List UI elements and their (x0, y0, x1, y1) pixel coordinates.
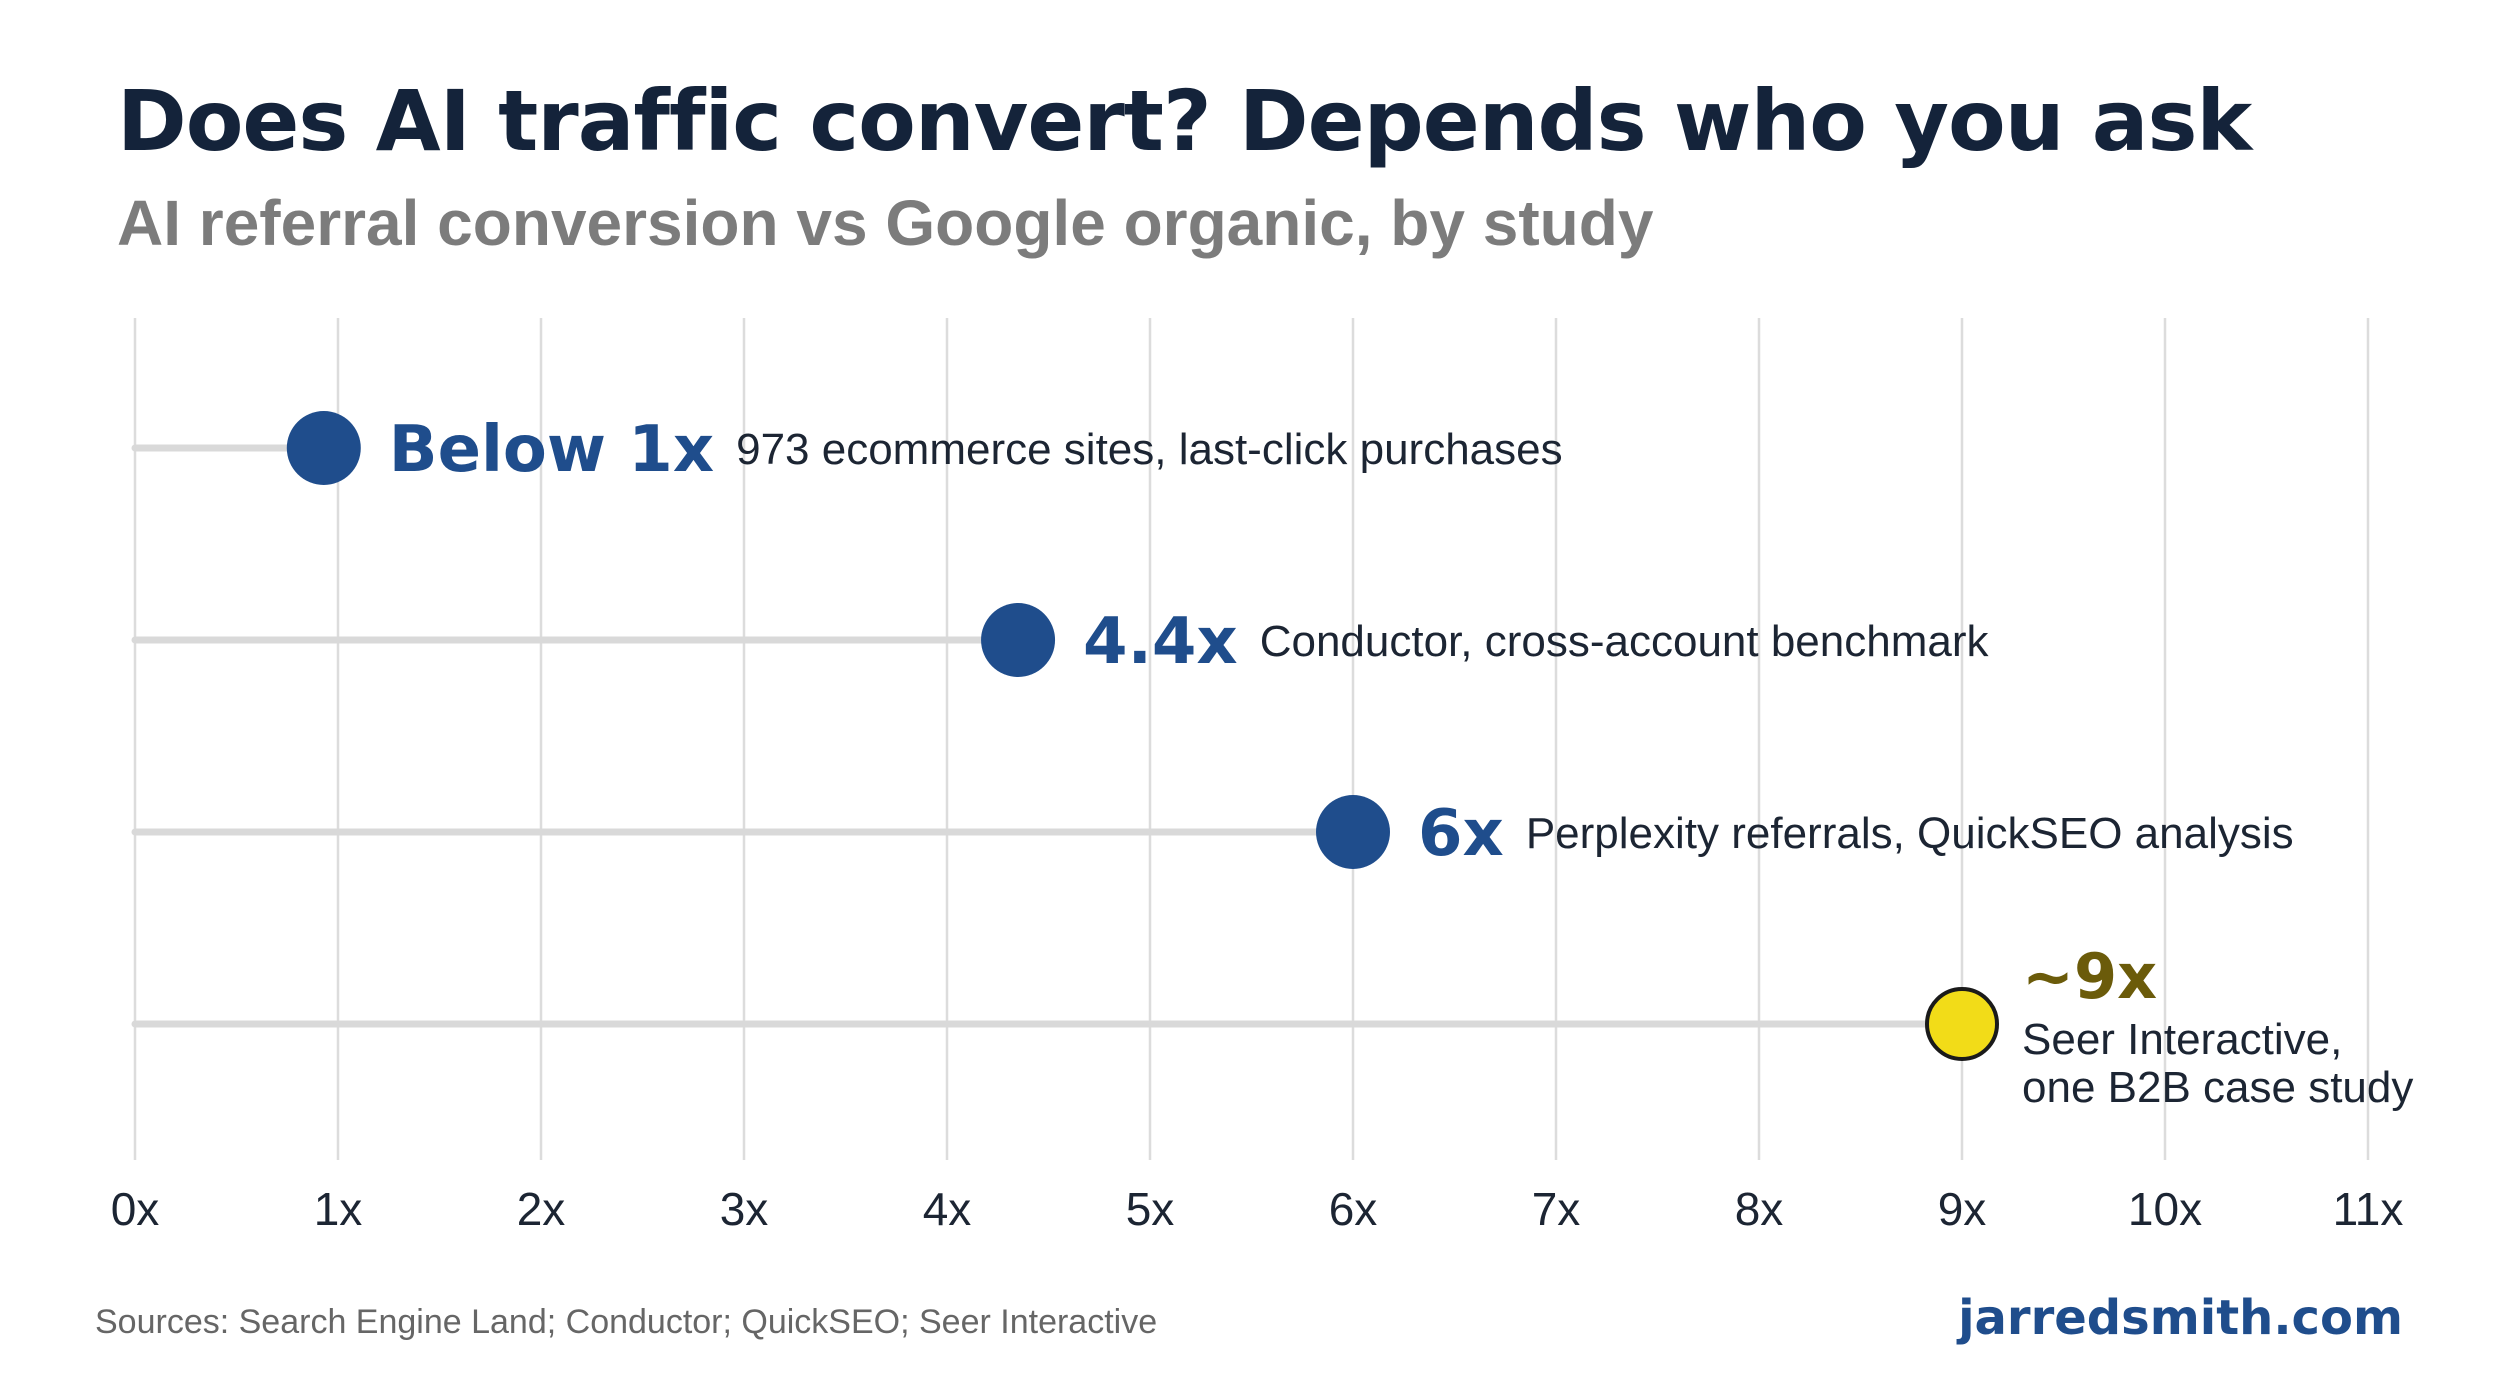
sources-note: Sources: Search Engine Land; Conductor; … (95, 1303, 1158, 1341)
x-tick-label: 11x (2333, 1183, 2404, 1235)
x-tick-label: 0x (111, 1183, 160, 1235)
description-label: one B2B case study (2022, 1063, 2413, 1112)
value-label: 6x (1418, 797, 1504, 871)
x-tick-label: 3x (720, 1183, 769, 1235)
data-dot (1316, 795, 1390, 869)
description-label: Perplexity referrals, QuickSEO analysis (1526, 809, 2294, 858)
x-tick-label: 4x (923, 1183, 972, 1235)
data-row-2: 4.4x Conductor, cross-account benchmark (131, 603, 1990, 679)
data-dot (981, 603, 1056, 677)
value-label: 4.4x (1083, 605, 1238, 679)
x-tick-label: 10x (2128, 1183, 2202, 1235)
brand-link[interactable]: jarredsmith.com (1958, 1290, 2403, 1346)
data-row-3: 6x Perplexity referrals, QuickSEO analysi… (131, 795, 2294, 871)
x-tick-label: 1x (314, 1183, 363, 1235)
value-label: Below 1x (389, 413, 714, 487)
chart-subtitle: AI referral conversion vs Google organic… (117, 187, 1654, 259)
description-label: Seer Interactive, (2022, 1015, 2342, 1064)
x-tick-label: 6x (1329, 1183, 1378, 1235)
data-row-1: Below 1x 973 ecommerce sites, last-click … (131, 411, 1563, 487)
description-label: 973 ecommerce sites, last-click purchase… (736, 425, 1563, 474)
description-label: Conductor, cross-account benchmark (1260, 617, 1990, 666)
x-tick-label: 8x (1735, 1183, 1784, 1235)
x-tick-label: 5x (1126, 1183, 1175, 1235)
data-dot (286, 411, 361, 485)
x-tick-label: 9x (1938, 1183, 1987, 1235)
x-tick-label: 2x (517, 1183, 566, 1235)
x-tick-label: 7x (1532, 1183, 1581, 1235)
highlight-dot (1925, 987, 1999, 1061)
x-axis-ticks: 0x 1x 2x 3x 4x 5x 6x 7x 8x 9x 10x 11x (111, 1183, 2404, 1235)
gridlines (133, 318, 2370, 1160)
value-label: ~9x (2022, 940, 2157, 1013)
chart-title: Does AI traffic convert? Depends who you… (117, 72, 2252, 170)
